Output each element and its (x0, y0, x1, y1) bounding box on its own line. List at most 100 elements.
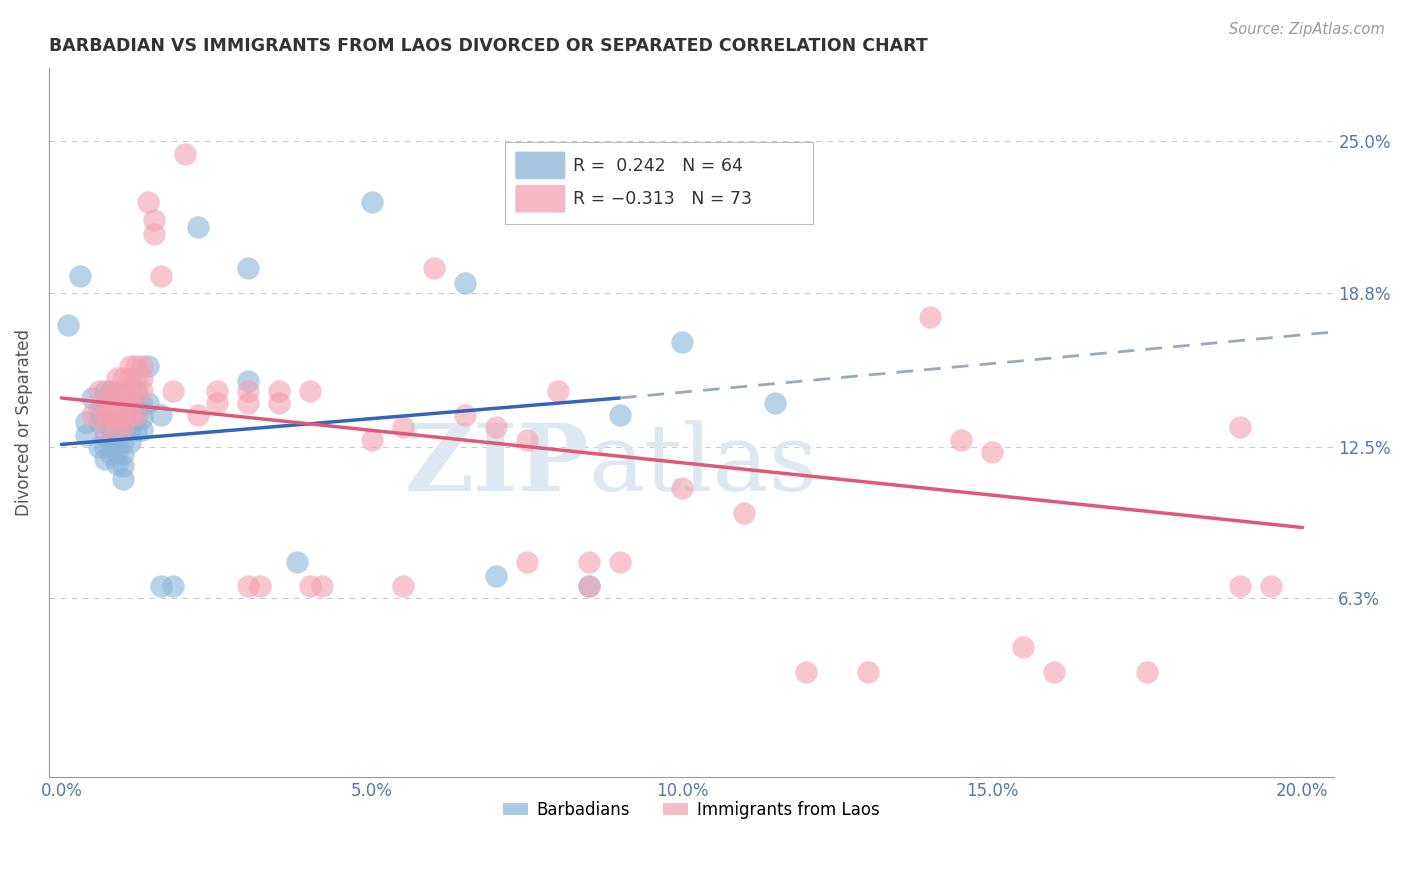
Point (87, 416, 110, 430)
Point (100, 447, 122, 461)
Point (298, 384, 321, 398)
Point (94, 416, 117, 430)
Point (105, 396, 128, 410)
Point (105, 420, 128, 434)
Point (149, 408, 172, 422)
Point (75, 427, 97, 442)
Point (118, 408, 141, 422)
FancyBboxPatch shape (515, 152, 565, 179)
Point (118, 434, 141, 449)
Point (1043, 665, 1066, 679)
Point (82, 391, 104, 405)
Point (763, 396, 786, 410)
Point (75, 416, 97, 430)
Point (609, 408, 631, 422)
Point (360, 433, 382, 447)
Point (609, 555, 631, 569)
Point (105, 408, 128, 422)
Point (267, 384, 290, 398)
Point (94, 384, 117, 398)
Point (105, 444, 128, 458)
Point (578, 579, 600, 593)
Point (1260, 579, 1282, 593)
Point (285, 555, 308, 569)
Point (671, 334, 693, 349)
Point (981, 444, 1004, 458)
Point (131, 423, 153, 437)
Point (105, 457, 128, 471)
Point (187, 408, 209, 422)
Point (950, 433, 973, 447)
Point (56, 318, 79, 332)
Point (516, 433, 538, 447)
Point (485, 420, 508, 434)
FancyBboxPatch shape (505, 143, 813, 224)
Point (100, 423, 122, 437)
Point (82, 408, 104, 422)
Point (100, 398, 122, 412)
Text: BARBADIAN VS IMMIGRANTS FROM LAOS DIVORCED OR SEPARATED CORRELATION CHART: BARBADIAN VS IMMIGRANTS FROM LAOS DIVORC… (49, 37, 928, 55)
Point (112, 408, 135, 422)
Point (105, 408, 128, 422)
Point (125, 371, 148, 385)
Point (105, 433, 128, 447)
Point (125, 410, 148, 425)
Point (162, 579, 184, 593)
Point (187, 219, 209, 234)
Point (87, 384, 110, 398)
Point (105, 371, 128, 385)
Text: atlas: atlas (589, 420, 818, 510)
Point (105, 420, 128, 434)
Point (118, 410, 141, 425)
Point (671, 482, 693, 496)
Point (1012, 640, 1035, 655)
Point (1229, 579, 1251, 593)
Point (485, 569, 508, 583)
Point (578, 555, 600, 569)
Point (94, 427, 117, 442)
Point (100, 384, 122, 398)
Point (360, 195, 382, 210)
Point (94, 420, 117, 434)
Point (1136, 665, 1159, 679)
Point (236, 384, 259, 398)
Point (516, 555, 538, 569)
Point (125, 408, 148, 422)
Point (125, 359, 148, 374)
Point (422, 261, 444, 276)
Point (162, 384, 184, 398)
Point (143, 227, 166, 242)
Point (856, 665, 879, 679)
Point (920, 310, 942, 325)
Point (94, 440, 117, 454)
Point (236, 396, 259, 410)
Point (454, 408, 477, 422)
Point (105, 384, 128, 398)
Point (267, 396, 290, 410)
Point (118, 371, 141, 385)
Point (547, 384, 569, 398)
Point (118, 398, 141, 412)
Point (118, 384, 141, 398)
Point (94, 408, 117, 422)
Point (125, 423, 148, 437)
Point (174, 146, 197, 161)
Point (205, 396, 228, 410)
Point (149, 579, 172, 593)
Point (249, 579, 271, 593)
Point (236, 579, 259, 593)
Point (69, 268, 91, 283)
Point (131, 410, 153, 425)
Point (112, 371, 135, 385)
Point (118, 359, 141, 374)
Point (112, 410, 135, 425)
Point (131, 371, 153, 385)
Point (298, 579, 321, 593)
Point (454, 276, 477, 290)
Point (149, 268, 172, 283)
Point (125, 398, 148, 412)
Point (118, 396, 141, 410)
Point (125, 384, 148, 398)
Point (112, 423, 135, 437)
Point (112, 420, 135, 434)
